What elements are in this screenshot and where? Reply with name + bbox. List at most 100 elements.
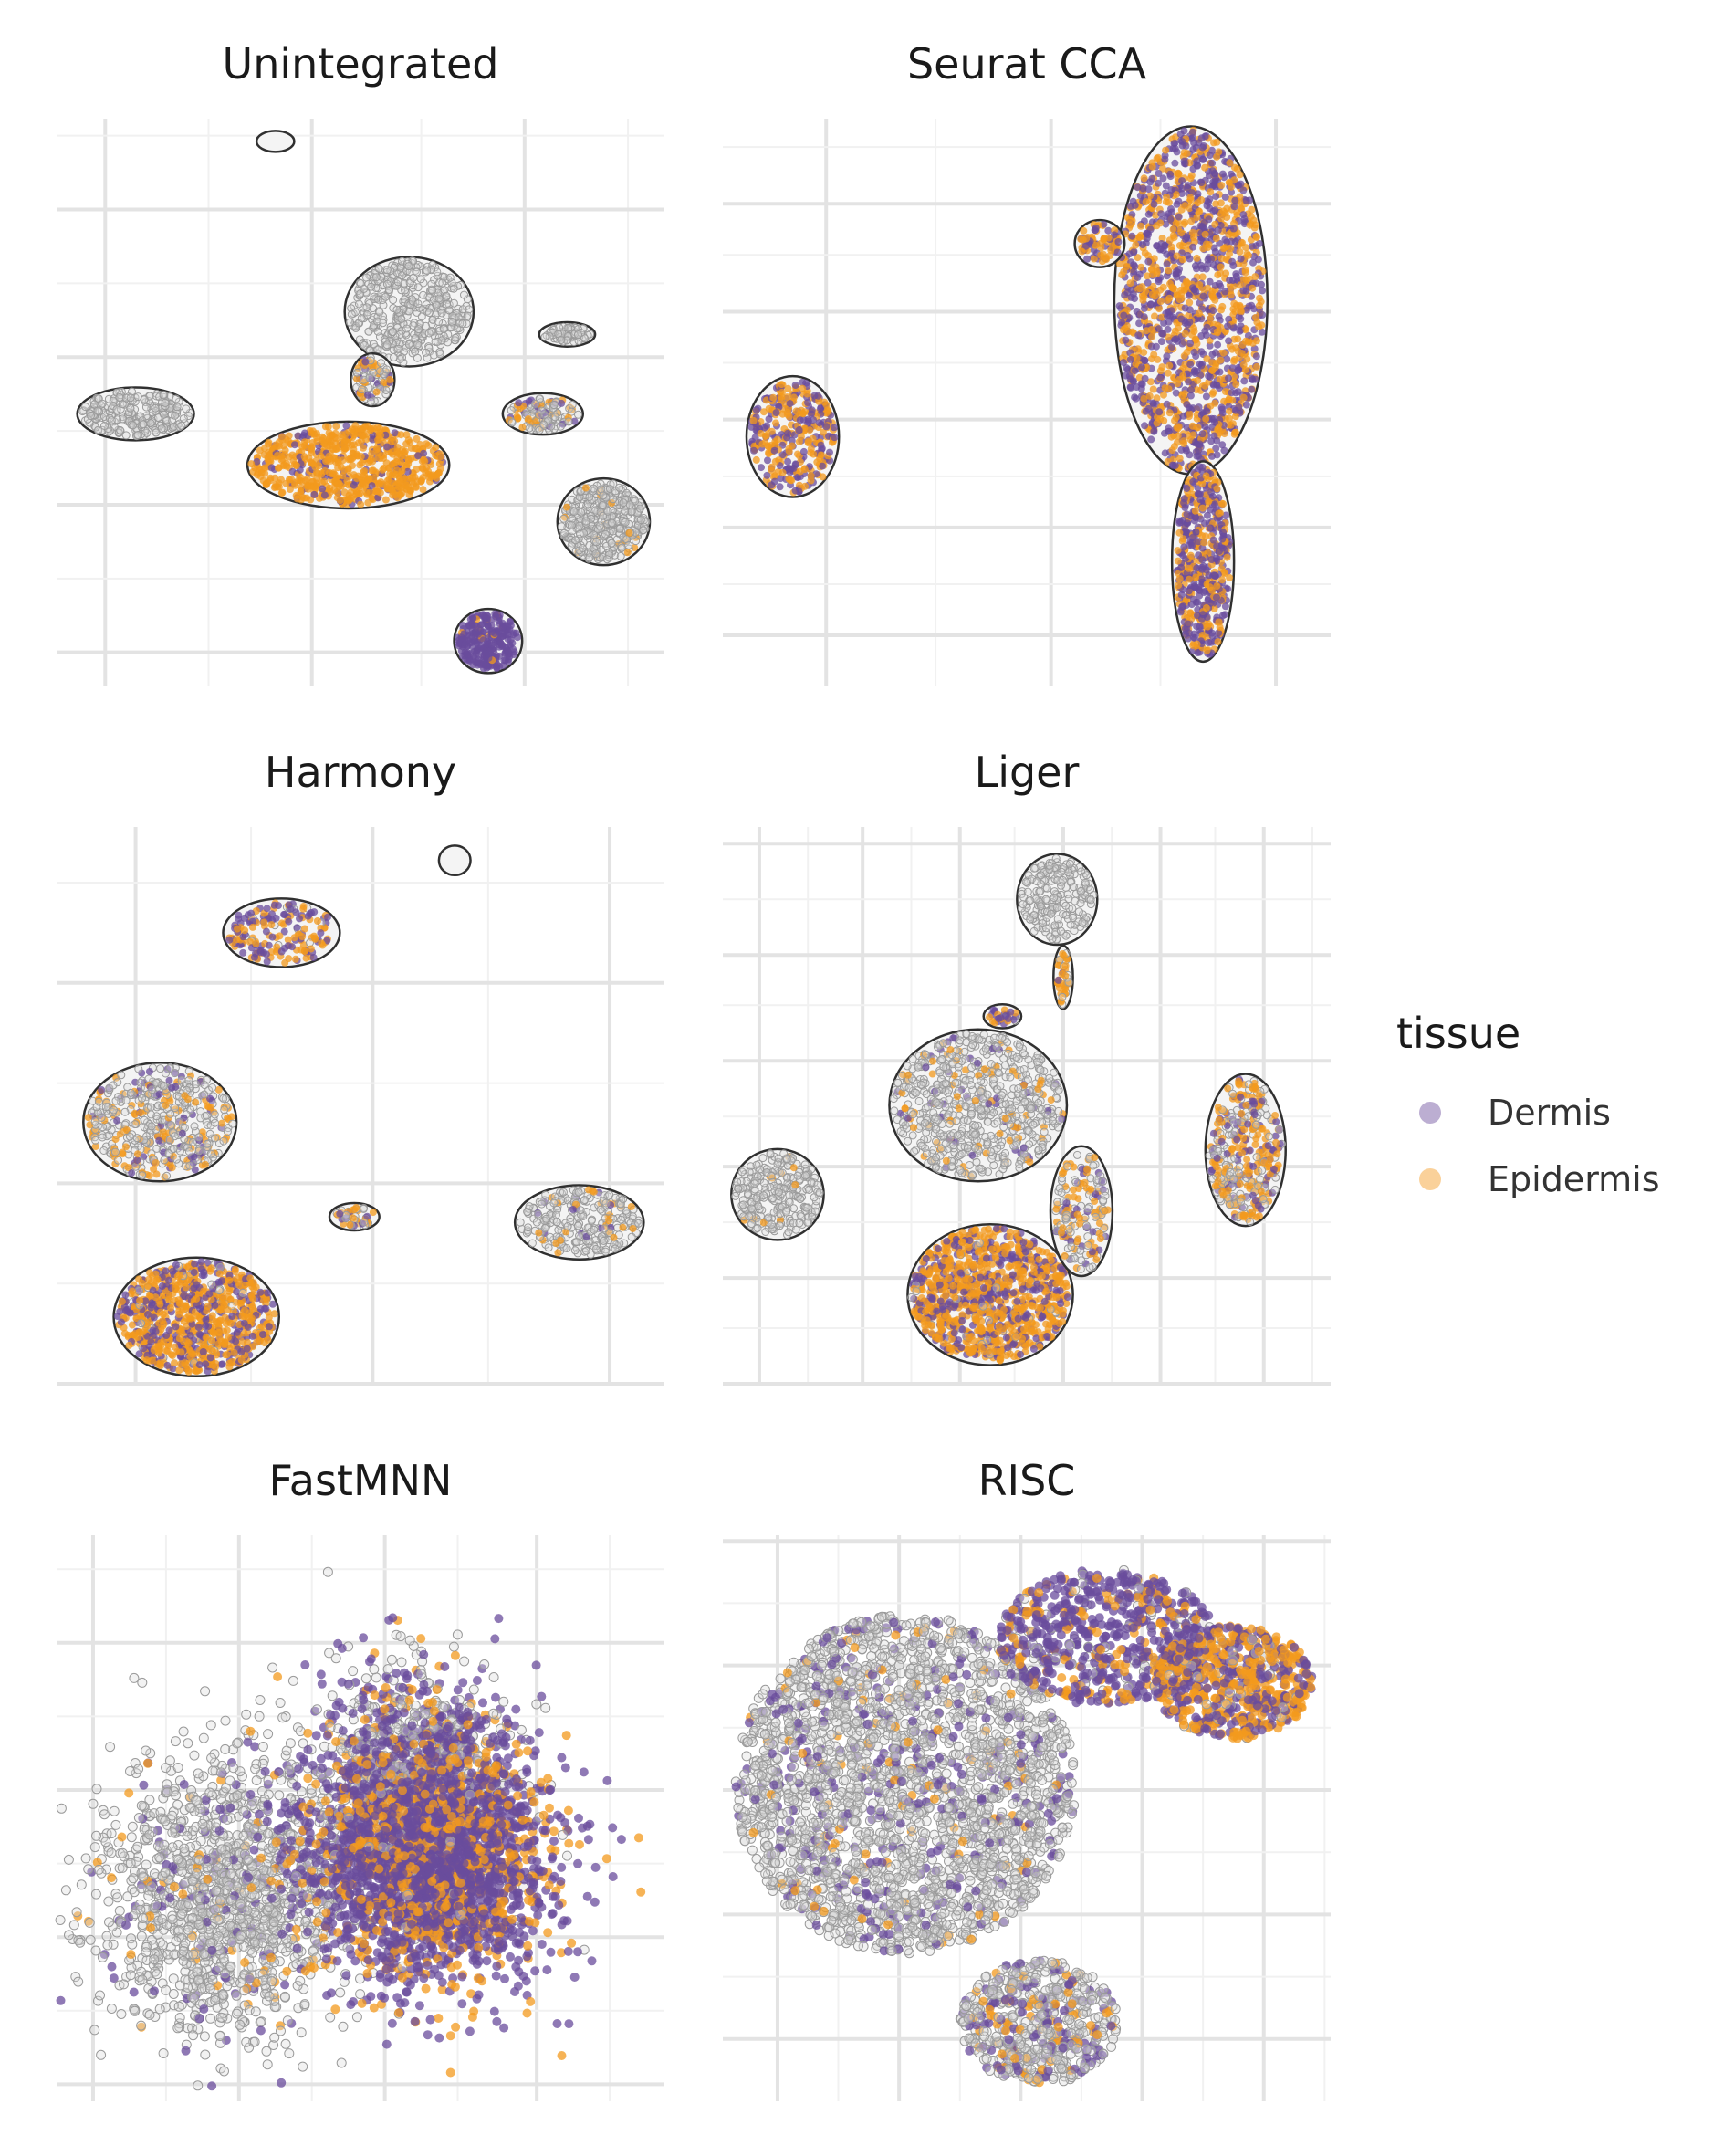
cell-point: [1198, 504, 1207, 512]
cell-point: [778, 381, 786, 389]
cell-point: [294, 432, 302, 440]
cell-point: [1097, 239, 1104, 247]
cell-point: [1125, 215, 1134, 224]
cell-point: [1175, 581, 1183, 590]
cell-point: [1173, 252, 1181, 260]
cell-point: [1197, 361, 1206, 370]
cell-point: [1175, 213, 1183, 221]
cell-point: [1241, 366, 1249, 374]
cell-point: [557, 522, 566, 531]
cell-point: [442, 291, 451, 300]
cell-point: [791, 382, 799, 389]
cell-point: [816, 404, 824, 413]
cell-point: [1199, 611, 1207, 619]
cell-point: [1191, 507, 1199, 515]
cell-point: [1163, 400, 1171, 408]
cell-point: [435, 460, 444, 468]
cell-point: [1255, 301, 1263, 309]
cell-point: [1151, 312, 1158, 320]
cell-point: [1218, 544, 1227, 552]
cell-point: [480, 612, 488, 621]
cell-point: [1153, 222, 1161, 230]
cell-point: [1113, 248, 1122, 256]
cell-point: [1190, 324, 1198, 332]
cell-point: [1174, 432, 1182, 440]
cell-point: [823, 406, 831, 414]
cell-point: [1192, 448, 1200, 455]
cell-point: [563, 503, 571, 511]
cell-point: [394, 344, 403, 353]
cell-point: [1188, 330, 1196, 339]
cell-point: [1168, 283, 1176, 291]
cell-point: [377, 431, 385, 439]
cell-point: [1210, 571, 1217, 580]
cell-point: [449, 284, 458, 293]
cell-point: [420, 449, 428, 457]
cell-point: [1144, 185, 1153, 194]
cell-point: [785, 475, 793, 483]
cell-point: [278, 433, 287, 441]
cell-point: [328, 442, 336, 450]
cell-point: [749, 416, 758, 424]
cell-point: [365, 373, 374, 382]
cell-point: [1206, 152, 1214, 160]
cell-point: [1147, 435, 1155, 444]
cell-point: [757, 429, 765, 437]
cell-point: [636, 516, 645, 525]
cell-point: [1166, 215, 1175, 224]
cell-point: [385, 476, 393, 484]
cell-point: [609, 527, 618, 536]
cell-point: [432, 444, 440, 452]
cell-point: [361, 358, 370, 366]
cell-point: [813, 458, 821, 466]
cell-point: [468, 613, 476, 621]
cell-point: [1222, 269, 1230, 277]
cell-point: [815, 419, 823, 427]
cell-point: [1218, 535, 1227, 543]
cell-point: [1143, 327, 1151, 335]
cell-point: [1161, 449, 1169, 457]
cell-point: [507, 418, 517, 427]
cell-point: [140, 395, 149, 404]
cell-point: [391, 429, 399, 437]
cell-point: [340, 437, 349, 445]
cell-point: [1149, 385, 1157, 393]
cell-point: [404, 340, 413, 349]
cell-point: [302, 954, 310, 962]
cell-point: [334, 458, 342, 466]
cell-point: [525, 424, 534, 433]
cell-point: [1210, 169, 1218, 177]
cell-point: [750, 446, 758, 455]
cell-point: [382, 266, 392, 275]
cell-point: [1175, 170, 1183, 178]
cell-point: [310, 490, 319, 498]
cell-point: [299, 903, 308, 910]
cell-point: [250, 953, 258, 961]
cell-point: [1174, 557, 1182, 565]
cell-point: [434, 294, 444, 303]
cell-point: [1214, 638, 1222, 646]
cell-point: [1228, 389, 1236, 397]
cell-point: [1173, 273, 1181, 281]
cell-point: [1193, 157, 1201, 165]
cell-point: [1159, 283, 1167, 291]
cell-point: [364, 391, 371, 399]
cell-point: [1157, 245, 1165, 253]
cell-point: [1184, 182, 1192, 190]
cell-point: [1214, 226, 1222, 234]
cell-point: [1188, 541, 1196, 549]
cell-point: [1148, 174, 1156, 183]
cell-point: [557, 336, 566, 344]
cell-point: [313, 437, 321, 445]
cell-point: [291, 955, 299, 963]
cell-point: [404, 262, 413, 271]
cell-point: [785, 447, 793, 455]
cell-point: [1187, 386, 1196, 394]
cell-point: [445, 273, 455, 282]
cell-point: [1122, 336, 1130, 344]
cell-point: [293, 495, 301, 503]
cell-point: [1163, 260, 1171, 268]
cell-point: [778, 468, 787, 476]
cell-point: [346, 318, 354, 327]
